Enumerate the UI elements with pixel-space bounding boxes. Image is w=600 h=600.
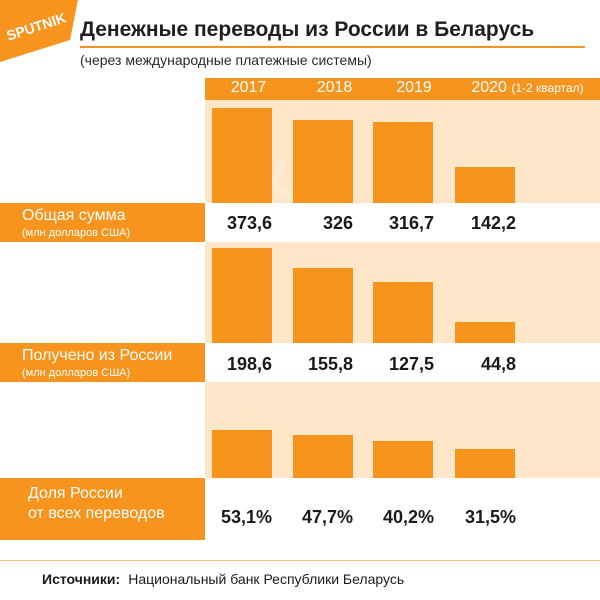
source-text: Национальный банк Республики Беларусь bbox=[128, 571, 405, 587]
value-total-2017: 373,6 bbox=[226, 213, 272, 233]
bar-share-2018 bbox=[293, 387, 353, 478]
sputnik-logo: SPUTNIK bbox=[0, 0, 78, 62]
bar-total-2020 bbox=[455, 108, 515, 203]
year-label-2017: 2017 bbox=[230, 79, 267, 96]
value-strip-received bbox=[205, 343, 600, 382]
value-total-2018: 326 bbox=[322, 213, 353, 233]
bar-fill bbox=[455, 322, 515, 343]
source-note: Источники: Национальный банк Республики Б… bbox=[42, 571, 404, 587]
title-underline bbox=[80, 46, 585, 48]
footer-divider bbox=[0, 560, 600, 561]
value-share-2017: 53,1% bbox=[220, 507, 272, 527]
row-label-share-line2: от всех переводов bbox=[28, 505, 165, 522]
value-received-2018: 155,8 bbox=[307, 354, 353, 374]
bar-fill bbox=[373, 122, 433, 203]
bar-fill bbox=[293, 435, 353, 478]
bar-fill bbox=[212, 430, 272, 478]
value-total-2020: 142,2 bbox=[470, 213, 516, 233]
year-label-2018: 2018 bbox=[316, 79, 353, 96]
row-label-received-text: Получено из России bbox=[22, 347, 173, 364]
bar-total-2017 bbox=[212, 108, 272, 203]
value-received-2020: 44,8 bbox=[480, 354, 516, 374]
bar-received-2020 bbox=[455, 248, 515, 343]
row-label-share-line1: Доля России bbox=[28, 485, 123, 502]
row-label-total-text: Общая сумма bbox=[22, 207, 126, 224]
bar-fill bbox=[212, 248, 272, 343]
year-label-2019: 2019 bbox=[396, 79, 432, 96]
bar-share-2019 bbox=[373, 387, 433, 478]
bar-received-2018 bbox=[293, 248, 353, 343]
row-label-received: Получено из России (млн долларов США) bbox=[0, 343, 205, 382]
bar-received-2017 bbox=[212, 248, 272, 343]
row-label-received-unit: (млн долларов США) bbox=[22, 367, 131, 379]
bar-share-2020 bbox=[455, 387, 515, 478]
bar-fill bbox=[373, 441, 433, 478]
row-label-share: Доля России от всех переводов bbox=[0, 478, 205, 540]
value-total-2019: 316,7 bbox=[388, 213, 434, 233]
chart-subtitle: (через международные платежные системы) bbox=[80, 52, 372, 68]
value-share-2019: 40,2% bbox=[382, 507, 434, 527]
bar-fill bbox=[373, 282, 433, 343]
value-received-2017: 198,6 bbox=[226, 354, 272, 374]
row-label-total-unit: (млн долларов США) bbox=[22, 227, 131, 239]
value-strip-total bbox=[205, 203, 600, 242]
bar-total-2018 bbox=[293, 108, 353, 203]
year-header-band bbox=[205, 78, 600, 100]
bar-fill bbox=[212, 108, 272, 203]
bar-share-2017 bbox=[212, 387, 272, 478]
year-note: (1-2 квартал) bbox=[511, 81, 584, 95]
bar-fill bbox=[293, 268, 353, 343]
value-strip-share bbox=[205, 478, 600, 540]
row-label-total: Общая сумма (млн долларов США) bbox=[0, 203, 205, 242]
chart-title: Денежные переводы из России в Беларусь bbox=[80, 18, 535, 41]
bar-fill bbox=[293, 120, 353, 203]
bar-fill bbox=[455, 167, 515, 203]
bar-fill bbox=[455, 449, 515, 478]
source-label: Источники: bbox=[42, 571, 121, 587]
value-share-2020: 31,5% bbox=[464, 507, 516, 527]
bar-total-2019 bbox=[373, 108, 433, 203]
year-label-2020: 2020 (1-2 квартал) bbox=[471, 79, 584, 96]
value-share-2018: 47,7% bbox=[301, 507, 353, 527]
bar-received-2019 bbox=[373, 248, 433, 343]
value-received-2019: 127,5 bbox=[388, 354, 434, 374]
